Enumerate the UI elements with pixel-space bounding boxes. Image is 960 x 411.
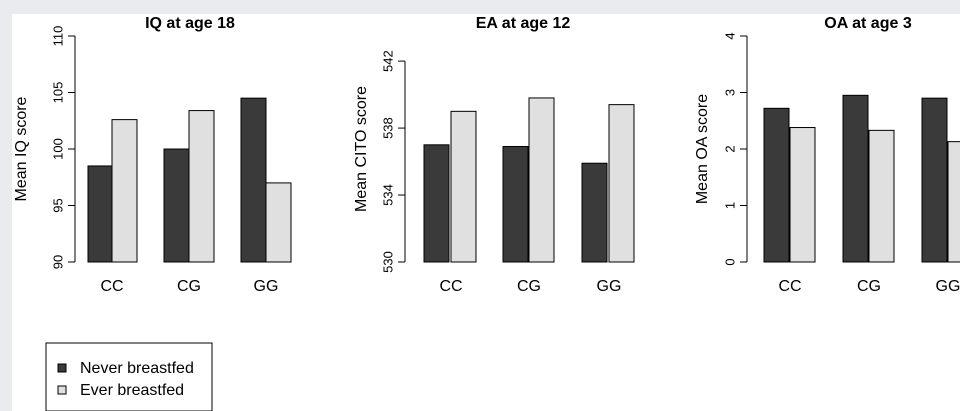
bar-gg-never — [581, 162, 608, 263]
bar-cg-ever — [188, 110, 215, 263]
charts-group: IQ at age 18 Mean IQ score 90 95 100 105 110 CC… — [13, 15, 960, 295]
bar-cc-never — [87, 165, 114, 263]
y-tick-label: 530 — [380, 251, 395, 273]
legend: Never breastfed Ever breastfed — [45, 342, 213, 411]
y-tick-label: 95 — [50, 198, 65, 212]
bar-cc-never — [423, 144, 450, 263]
y-tick-label: 542 — [380, 50, 395, 72]
x-category-label: CG — [517, 278, 541, 295]
y-tick-label: 105 — [50, 82, 65, 104]
y-tick-label: 100 — [50, 138, 65, 160]
y-tick-label: 110 — [50, 26, 65, 47]
y-tick-label: 0 — [722, 258, 737, 265]
y-tick-label: 90 — [50, 255, 65, 269]
bar-gg-ever — [947, 141, 960, 263]
chart-3: OA at age 3 Mean OA score 0 1 2 3 4 CC CG GG — [694, 15, 960, 295]
chart-2: EA at age 12 Mean CITO score 530 534 538 542 C… — [353, 15, 635, 295]
x-category-label: GG — [254, 278, 279, 295]
chart-title: EA at age 12 — [476, 15, 571, 32]
chart-title: IQ at age 18 — [145, 15, 235, 32]
y-axis-label: Mean CITO score — [353, 86, 370, 212]
bar-cg-never — [842, 94, 869, 263]
bar-cg-never — [502, 145, 529, 263]
legend-box — [45, 342, 213, 411]
bar-gg-never — [921, 97, 948, 263]
legend-label-ever: Ever breastfed — [80, 382, 184, 399]
y-tick-label: 3 — [722, 89, 737, 96]
bar-cg-ever — [528, 97, 555, 263]
bar-cc-never — [763, 107, 790, 263]
bar-gg-ever — [608, 104, 635, 263]
y-tick-label: 4 — [722, 32, 737, 39]
y-tick-label: 1 — [722, 202, 737, 209]
legend-label-never: Never breastfed — [80, 360, 194, 377]
bar-cc-ever — [111, 119, 138, 263]
y-axis-label: Mean IQ score — [13, 96, 30, 201]
bar-gg-ever — [265, 182, 292, 263]
y-tick-label: 2 — [722, 145, 737, 152]
bar-cg-never — [163, 148, 190, 263]
x-category-label: GG — [597, 278, 622, 295]
bar-cg-ever — [868, 129, 895, 263]
bar-gg-never — [240, 97, 267, 263]
x-category-label: CC — [100, 278, 123, 295]
y-tick-label: 538 — [380, 117, 395, 139]
x-category-label: CG — [177, 278, 201, 295]
chart-1: IQ at age 18 Mean IQ score 90 95 100 105 110 CC… — [13, 15, 292, 295]
y-tick-label: 534 — [380, 184, 395, 206]
y-axis-label: Mean OA score — [694, 94, 711, 204]
legend-swatch-ever — [57, 385, 67, 395]
legend-swatch-never — [57, 363, 67, 373]
bar-cc-ever — [789, 127, 816, 263]
bar-cc-ever — [450, 110, 477, 263]
x-category-label: CC — [439, 278, 462, 295]
x-category-label: CC — [778, 278, 801, 295]
chart-title: OA at age 3 — [824, 15, 912, 32]
x-category-label: CG — [857, 278, 881, 295]
x-category-label: GG — [936, 278, 960, 295]
